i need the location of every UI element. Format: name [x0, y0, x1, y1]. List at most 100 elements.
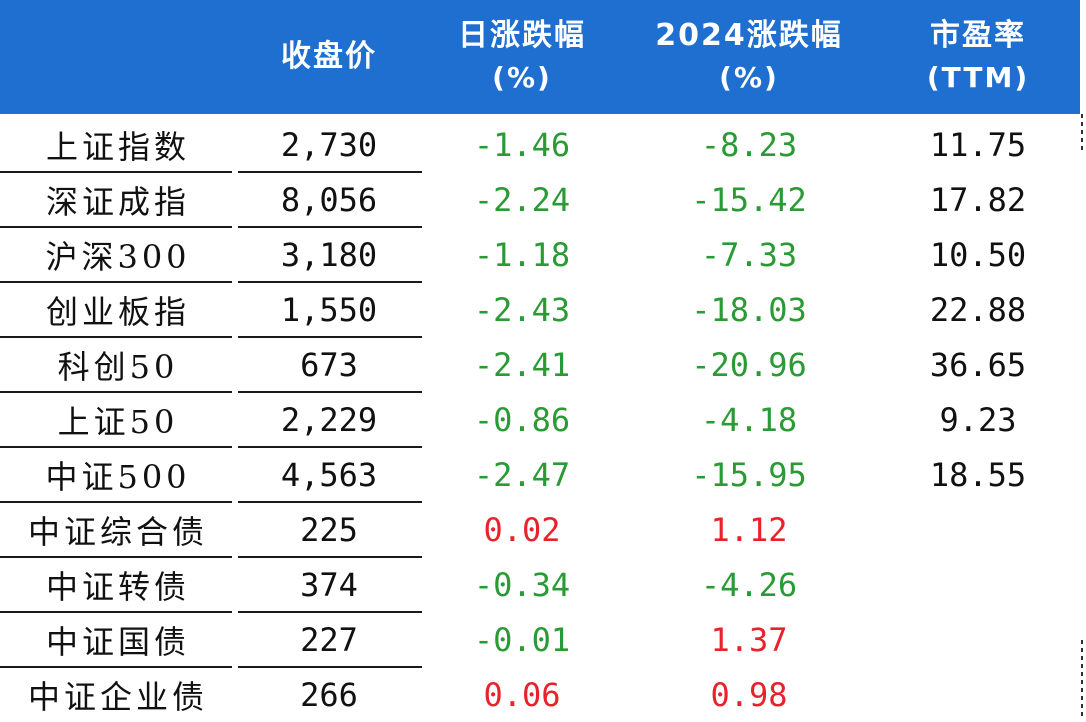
cell-close: 2,229: [280, 400, 378, 439]
row-divider: [238, 171, 422, 173]
cell-daily-change: -1.46: [473, 125, 571, 164]
cell-close: 2,730: [280, 125, 378, 164]
cell-name: 沪深300: [45, 237, 191, 276]
cell-pe: [876, 667, 1080, 722]
cell-close: 227: [300, 620, 358, 659]
cell-close: 266: [300, 675, 358, 714]
table-row: 中证国债 227 -0.01 1.37: [0, 612, 1080, 667]
row-divider: [238, 226, 422, 228]
cell-pe: 36.65: [929, 345, 1027, 384]
cell-ytd-change: -20.96: [691, 345, 807, 384]
cell-name: 中证综合债: [27, 512, 208, 551]
row-divider: [0, 611, 232, 613]
cell-ytd-change: -18.03: [691, 290, 807, 329]
cell-ytd-change: 1.12: [710, 510, 788, 549]
cell-name: 深证成指: [45, 182, 190, 221]
cell-ytd-change: 0.98: [710, 675, 788, 714]
cell-daily-change: -2.24: [473, 180, 571, 219]
cell-pe: 10.50: [929, 235, 1027, 274]
row-divider: [238, 501, 422, 503]
cell-name: 上证50: [57, 402, 179, 441]
cell-pe: 11.75: [929, 125, 1027, 164]
right-border-lower: [1081, 640, 1083, 720]
row-divider: [0, 501, 232, 503]
table-row: 中证综合债 225 0.02 1.12: [0, 502, 1080, 557]
cell-name: 科创50: [57, 347, 179, 386]
cell-ytd-change: 1.37: [710, 620, 788, 659]
cell-daily-change: -2.41: [473, 345, 571, 384]
header-close: 收盘价: [236, 0, 422, 114]
table-row: 沪深300 3,180 -1.18 -7.33 10.50: [0, 227, 1080, 282]
row-divider: [0, 281, 232, 283]
cell-ytd-change: -4.26: [700, 565, 798, 604]
table-row: 上证50 2,229 -0.86 -4.18 9.23: [0, 392, 1080, 447]
header-daily-change-label: 日涨跌幅: [458, 18, 586, 53]
cell-close: 374: [300, 565, 358, 604]
cell-daily-change: 0.02: [483, 510, 561, 549]
cell-close: 1,550: [280, 290, 378, 329]
cell-close: 8,056: [280, 180, 378, 219]
cell-close: 225: [300, 510, 358, 549]
header-daily-change: 日涨跌幅 (%): [422, 0, 622, 114]
cell-name: 上证指数: [45, 127, 190, 166]
table-row: 中证企业债 266 0.06 0.98: [0, 667, 1080, 722]
cell-ytd-change: -15.42: [691, 180, 807, 219]
row-divider: [0, 226, 232, 228]
cell-close: 4,563: [280, 455, 378, 494]
row-divider: [238, 281, 422, 283]
cell-name: 中证转债: [45, 567, 190, 606]
header-pe: 市盈率 (TTM): [876, 0, 1080, 114]
table-row: 中证转债 374 -0.34 -4.26: [0, 557, 1080, 612]
table-row: 创业板指 1,550 -2.43 -18.03 22.88: [0, 282, 1080, 337]
cell-name: 中证国债: [45, 622, 190, 661]
cell-name: 创业板指: [45, 292, 190, 331]
header-pe-unit: (TTM): [926, 61, 1030, 94]
cell-pe: [876, 557, 1080, 612]
cell-close: 673: [300, 345, 358, 384]
cell-daily-change: -2.47: [473, 455, 571, 494]
cell-daily-change: -0.34: [473, 565, 571, 604]
row-divider: [0, 171, 232, 173]
cell-close: 3,180: [280, 235, 378, 274]
table-row: 科创50 673 -2.41 -20.96 36.65: [0, 337, 1080, 392]
row-divider: [0, 391, 232, 393]
table-row: 深证成指 8,056 -2.24 -15.42 17.82: [0, 172, 1080, 227]
header-close-label: 收盘价: [281, 39, 377, 74]
header-pe-label: 市盈率: [930, 18, 1026, 53]
header-ytd-change-label: 2024涨跌幅: [655, 18, 843, 53]
cell-pe: [876, 502, 1080, 557]
header-ytd-change-unit: (%): [719, 61, 779, 94]
cell-name: 中证企业债: [27, 677, 208, 716]
header-ytd-change: 2024涨跌幅 (%): [622, 0, 876, 114]
row-divider: [238, 336, 422, 338]
cell-daily-change: -1.18: [473, 235, 571, 274]
row-divider: [238, 391, 422, 393]
cell-pe: 9.23: [939, 400, 1017, 439]
row-divider: [0, 556, 232, 558]
table-row: 中证500 4,563 -2.47 -15.95 18.55: [0, 447, 1080, 502]
row-divider: [238, 446, 422, 448]
cell-ytd-change: -15.95: [691, 455, 807, 494]
cell-pe: 17.82: [929, 180, 1027, 219]
table-header: 收盘价 日涨跌幅 (%) 2024涨跌幅 (%) 市盈率 (TTM): [0, 0, 1080, 114]
cell-daily-change: -2.43: [473, 290, 571, 329]
row-divider: [0, 336, 232, 338]
cell-pe: 22.88: [929, 290, 1027, 329]
row-divider: [238, 556, 422, 558]
row-divider: [0, 446, 232, 448]
cell-ytd-change: -7.33: [700, 235, 798, 274]
cell-pe: 18.55: [929, 455, 1027, 494]
cell-daily-change: -0.01: [473, 620, 571, 659]
row-divider: [238, 611, 422, 613]
header-daily-change-unit: (%): [492, 61, 552, 94]
row-divider: [0, 666, 232, 668]
row-divider: [238, 666, 422, 668]
cell-name: 中证500: [45, 457, 191, 496]
cell-daily-change: 0.06: [483, 675, 561, 714]
cell-ytd-change: -8.23: [700, 125, 798, 164]
table-row: 上证指数 2,730 -1.46 -8.23 11.75: [0, 117, 1080, 172]
cell-pe: [876, 612, 1080, 667]
right-border: [1081, 114, 1083, 154]
cell-daily-change: -0.86: [473, 400, 571, 439]
